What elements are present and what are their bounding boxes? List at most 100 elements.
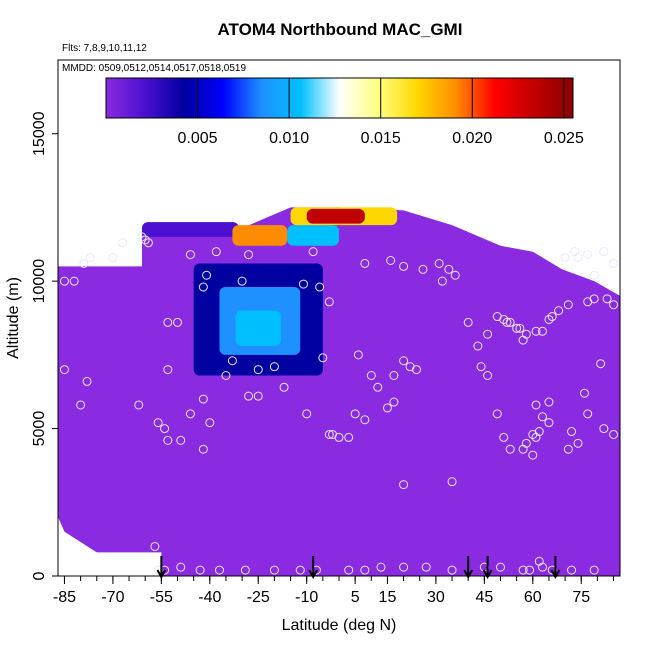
colorbar-tick-label: 0.025	[544, 130, 584, 147]
x-tick-label: 30	[427, 589, 445, 606]
sample-point	[382, 403, 392, 413]
x-tick-label: 15	[379, 589, 397, 606]
sample-point	[344, 565, 354, 575]
sample-point	[108, 253, 118, 263]
sample-point	[599, 247, 609, 257]
heat-cell	[306, 208, 365, 224]
sample-point	[198, 394, 208, 404]
sample-point	[531, 400, 541, 410]
x-tick-label: -10	[295, 589, 318, 606]
dates-annotation: MMDD: 0509,0512,0514,0517,0518,0519	[62, 63, 246, 74]
x-tick-label: 75	[572, 589, 590, 606]
sample-point	[476, 362, 486, 372]
sample-point	[447, 477, 457, 487]
sample-point	[360, 258, 370, 268]
sample-point	[389, 397, 399, 407]
y-tick-label: 15000	[31, 111, 48, 156]
sample-point	[202, 270, 212, 280]
x-tick-label: -55	[150, 589, 173, 606]
sample-point	[163, 435, 173, 445]
sample-point	[567, 565, 577, 575]
sample-point	[185, 250, 195, 260]
y-tick-label: 5000	[31, 411, 48, 447]
heat-cell	[287, 225, 339, 246]
sample-point	[118, 238, 128, 248]
colorbar-tick-label: 0.010	[269, 130, 309, 147]
sample-point	[318, 353, 328, 363]
plot-area	[58, 207, 620, 576]
x-tick-label: -70	[101, 589, 124, 606]
chart-title: ATOM4 Northbound MAC_GMI	[218, 20, 463, 39]
sample-point	[244, 250, 254, 260]
sample-point	[495, 562, 505, 572]
sample-point	[399, 261, 409, 271]
sample-point	[334, 432, 344, 442]
sample-point	[596, 359, 606, 369]
sample-point	[521, 438, 531, 448]
sample-point	[544, 314, 554, 324]
x-tick-label: 45	[475, 589, 493, 606]
sample-point	[295, 565, 305, 575]
sample-point	[399, 356, 409, 366]
x-tick-label: 60	[524, 589, 542, 606]
sample-point	[483, 370, 493, 380]
sample-point	[386, 256, 396, 266]
sample-point	[59, 276, 69, 286]
sample-point	[360, 415, 370, 425]
sample-point	[389, 370, 399, 380]
sample-point	[499, 432, 509, 442]
sample-point	[505, 444, 515, 454]
sample-point	[554, 306, 564, 316]
sample-point	[163, 317, 173, 327]
sample-point	[570, 247, 580, 257]
arrow-marker	[482, 556, 493, 580]
sample-point	[298, 279, 308, 289]
y-axis-label: Altitude (m)	[5, 277, 22, 359]
sample-point	[163, 365, 173, 375]
sample-points	[59, 232, 619, 575]
sample-point	[269, 362, 279, 372]
sample-point	[547, 312, 557, 322]
sample-point	[563, 444, 573, 454]
sample-point	[473, 341, 483, 351]
sample-point	[544, 418, 554, 428]
x-axis-label: Latitude (deg N)	[282, 617, 397, 634]
y-axis: 0 5000 10000 15000	[31, 111, 58, 580]
sample-point	[360, 565, 370, 575]
sample-point	[512, 323, 522, 333]
x-tick-label: -40	[198, 589, 221, 606]
sample-point	[583, 409, 593, 419]
x-tick-label: -85	[53, 589, 76, 606]
sample-point	[176, 435, 186, 445]
heat-cell	[235, 310, 281, 347]
sample-point	[573, 438, 583, 448]
y-tick-label: 10000	[31, 259, 48, 304]
sample-point	[405, 362, 415, 372]
colorbar-tick-label: 0.015	[361, 130, 401, 147]
sample-point	[211, 247, 221, 257]
colorbar: 0.005 0.010 0.015 0.020 0.025	[105, 77, 584, 147]
sample-point	[609, 429, 619, 439]
sample-point	[140, 235, 150, 245]
heat-cell	[232, 225, 288, 246]
sample-point	[143, 238, 153, 248]
sample-point	[492, 409, 502, 419]
sample-point	[537, 326, 547, 336]
sample-point	[609, 258, 619, 268]
colorbar-tick-label: 0.020	[452, 130, 492, 147]
sample-point	[237, 276, 247, 286]
sample-point	[344, 432, 354, 442]
sample-point	[366, 370, 376, 380]
sample-point	[221, 370, 231, 380]
sample-point	[589, 270, 599, 280]
sample-point	[376, 562, 386, 572]
sample-point	[350, 409, 360, 419]
sample-point	[373, 382, 383, 392]
sample-point	[437, 276, 447, 286]
arrow-marker	[550, 556, 561, 580]
sample-point	[69, 276, 79, 286]
sample-point	[59, 365, 69, 375]
x-tick-label: -25	[247, 589, 270, 606]
sample-point	[528, 450, 538, 460]
